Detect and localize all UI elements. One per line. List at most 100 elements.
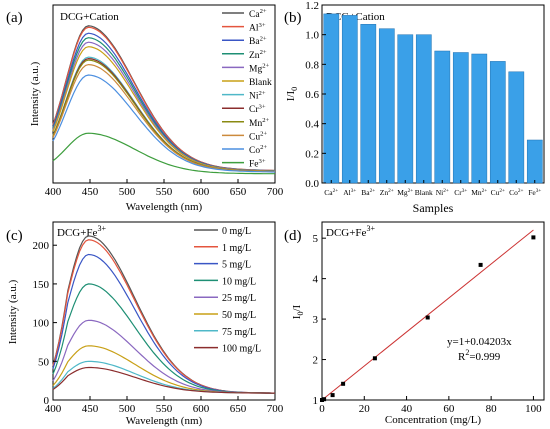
- panel-a-ylabel: Intensity (a.u.): [29, 61, 41, 126]
- panel-a-legend-label-0-sup: 2+: [260, 8, 267, 15]
- panel-b-bar-5: [415, 34, 432, 184]
- panel-d-point-6: [478, 262, 483, 267]
- panel-a-legend-label-5-base: Blank: [249, 78, 272, 88]
- panel-c-xlabel: Wavelength (nm): [126, 415, 203, 427]
- panel-c-legend-label-3: 10 mg/L: [222, 276, 256, 287]
- panel-d-y-tick-label-3: 4: [313, 274, 319, 286]
- panel-b-x-tick-label-9-base: Cu: [491, 188, 500, 197]
- panel-b-x-tick-label-2-base: Ba: [361, 188, 370, 197]
- panel-b-bar-9: [489, 61, 506, 184]
- panel-c-legend-label-2: 5 mg/L: [222, 260, 251, 271]
- panel-d-x-tick-label-0: 0: [319, 403, 325, 415]
- panel-b-y-ticks: 0.0 0.2 0.4 0.6 0.8 1.0 1.2: [305, 0, 326, 190]
- panel-b-x-tick-label-4: Mg2+: [397, 188, 413, 197]
- panel-b-bar-2: [360, 24, 377, 184]
- panel-a-legend-label-11-sup: 3+: [259, 158, 266, 165]
- panel-c-legend-label-4: 25 mg/L: [222, 293, 256, 304]
- panel-d-r2-tail: =0.999: [469, 351, 500, 363]
- panel-d-point-1: [322, 397, 327, 402]
- panel-b-ylabel-sub: 0: [290, 87, 299, 91]
- panel-b-x-tick-label-1-base: Al: [343, 188, 351, 197]
- panel-d-y-tick-label-2: 3: [313, 314, 319, 326]
- panel-b-x-tick-label-5-base: Blank: [415, 188, 433, 197]
- panel-a-x-tick-label-1: 450: [82, 186, 99, 198]
- panel-a-legend-label-11-base: Fe: [249, 160, 259, 170]
- panel-c-x-tick-label-0: 400: [45, 403, 62, 415]
- panel-d-point-5: [425, 315, 430, 320]
- panel-a-series-line-11: [52, 132, 275, 175]
- panel-d-ylabel: I0/I: [291, 304, 305, 319]
- panel-d-title-sup: 3+: [366, 224, 375, 233]
- panel-c-legend-label-7: 100 mg/L: [222, 344, 261, 355]
- panel-d-equation: y=1+0.04203x: [447, 336, 512, 348]
- panel-a-legend-label-0-base: Ca: [249, 10, 260, 20]
- panel-b-x-tick-label-10-sup: 2+: [518, 188, 524, 194]
- panel-c-series-line-2: [52, 253, 275, 394]
- panel-b-x-tick-label-5: Blank: [415, 188, 433, 197]
- panel-b-ylabel-base: I/I: [285, 90, 297, 101]
- panel-a-legend-label-1-sup: 3+: [259, 22, 266, 29]
- panel-d-point-4: [372, 356, 377, 361]
- panel-a-legend-label-4: Mg2+: [249, 63, 270, 75]
- panel-c-x-tick-label-6: 700: [267, 403, 284, 415]
- panel-c-y-tick-label-4: 200: [33, 240, 50, 252]
- panel-a-series-lines: [52, 25, 276, 175]
- panel-b-x-tick-label-3-sup: 2+: [388, 188, 394, 194]
- panel-a-x-tick-label-6: 700: [267, 186, 284, 198]
- panel-d-ylabel-sub: 0: [296, 312, 305, 316]
- panel-c-legend-label-1: 1 mg/L: [222, 243, 251, 254]
- panel-a-series-line-8: [52, 59, 276, 173]
- panel-c-series-lines: [52, 235, 275, 394]
- panel-d-x-tick-label-4: 80: [486, 403, 498, 415]
- panel-b-x-tick-label-3-base: Zn: [380, 188, 389, 197]
- panel-b-bar-7: [452, 52, 469, 184]
- panel-a-series-line-4: [52, 41, 275, 172]
- panel-d-ylabel-base: I: [291, 315, 303, 319]
- panel-b-bars: [323, 13, 543, 184]
- panel-a-legend-label-11: Fe3+: [249, 158, 266, 170]
- panel-b-bar-8: [471, 53, 488, 184]
- panel-a-series-line-6: [52, 56, 276, 173]
- panel-b-x-tick-label-3: Zn2+: [380, 188, 394, 197]
- panel-b-x-ticks: Ca2+ Al3+ Ba2+ Zn2+ Mg2+ Blank Ni2+ Cr3+ Mn2+ Cu2…: [324, 180, 541, 197]
- panel-c-series-line-6: [52, 360, 275, 394]
- panel-a-legend-label-10-base: Co: [249, 146, 260, 156]
- panel-b-x-tick-label-4-base: Mg: [397, 188, 408, 197]
- panel-d-point-3: [341, 381, 346, 386]
- panel-b-x-tick-label-7: Cr3+: [454, 188, 467, 197]
- panel-c-x-tick-label-1: 450: [82, 403, 99, 415]
- panel-b-bar-1: [341, 15, 358, 184]
- panel-b-x-tick-label-11-base: Fe: [528, 188, 536, 197]
- panel-d-x-tick-label-5: 100: [525, 403, 542, 415]
- panel-c-x-tick-label-4: 600: [193, 403, 210, 415]
- panel-a-legend-label-7-sup: 3+: [259, 103, 266, 110]
- panel-a-legend-label-8-sup: 2+: [262, 117, 269, 124]
- panel-b-x-tick-label-10: Co2+: [509, 188, 523, 197]
- panel-a-legend-label-6: Ni2+: [249, 90, 266, 102]
- panel-b-bar-3: [378, 28, 395, 184]
- panel-b-x-tick-label-4-sup: 2+: [408, 188, 414, 194]
- panel-b-y-tick-label-4: 0.8: [305, 59, 319, 71]
- panel-b-x-tick-label-9: Cu2+: [491, 188, 505, 197]
- panel-d-letter: (d): [284, 228, 302, 244]
- panel-a-x-tick-label-4: 600: [193, 186, 210, 198]
- panel-c-y-tick-label-2: 100: [33, 318, 50, 330]
- panel-b-y-tick-label-6: 1.2: [305, 0, 319, 12]
- panel-a-legend-label-7-base: Cr: [249, 105, 259, 115]
- panel-a-legend-label-4-sup: 2+: [262, 63, 269, 70]
- panel-d-y-ticks: 1 2 3 4 5: [313, 233, 326, 407]
- panel-b-x-tick-label-8-sup: 2+: [482, 188, 488, 194]
- panel-c-x-tick-label-5: 650: [230, 403, 247, 415]
- panel-b-x-tick-label-2-sup: 2+: [370, 188, 376, 194]
- panel-b-x-tick-label-8-base: Mn: [471, 188, 482, 197]
- panel-b-y-tick-label-3: 0.6: [305, 89, 319, 101]
- panel-d-point-2: [330, 393, 335, 398]
- panel-b-letter: (b): [284, 10, 302, 26]
- panel-b-x-tick-label-0: Ca2+: [324, 188, 338, 197]
- panel-b-x-tick-label-6-sup: 2+: [443, 188, 449, 194]
- panel-b-x-tick-label-0-base: Ca: [324, 188, 333, 197]
- panel-a-legend-label-6-sup: 2+: [259, 90, 266, 97]
- panel-a-legend-label-2-sup: 2+: [260, 35, 267, 42]
- panel-c-ylabel: Intensity (a.u.): [7, 279, 19, 344]
